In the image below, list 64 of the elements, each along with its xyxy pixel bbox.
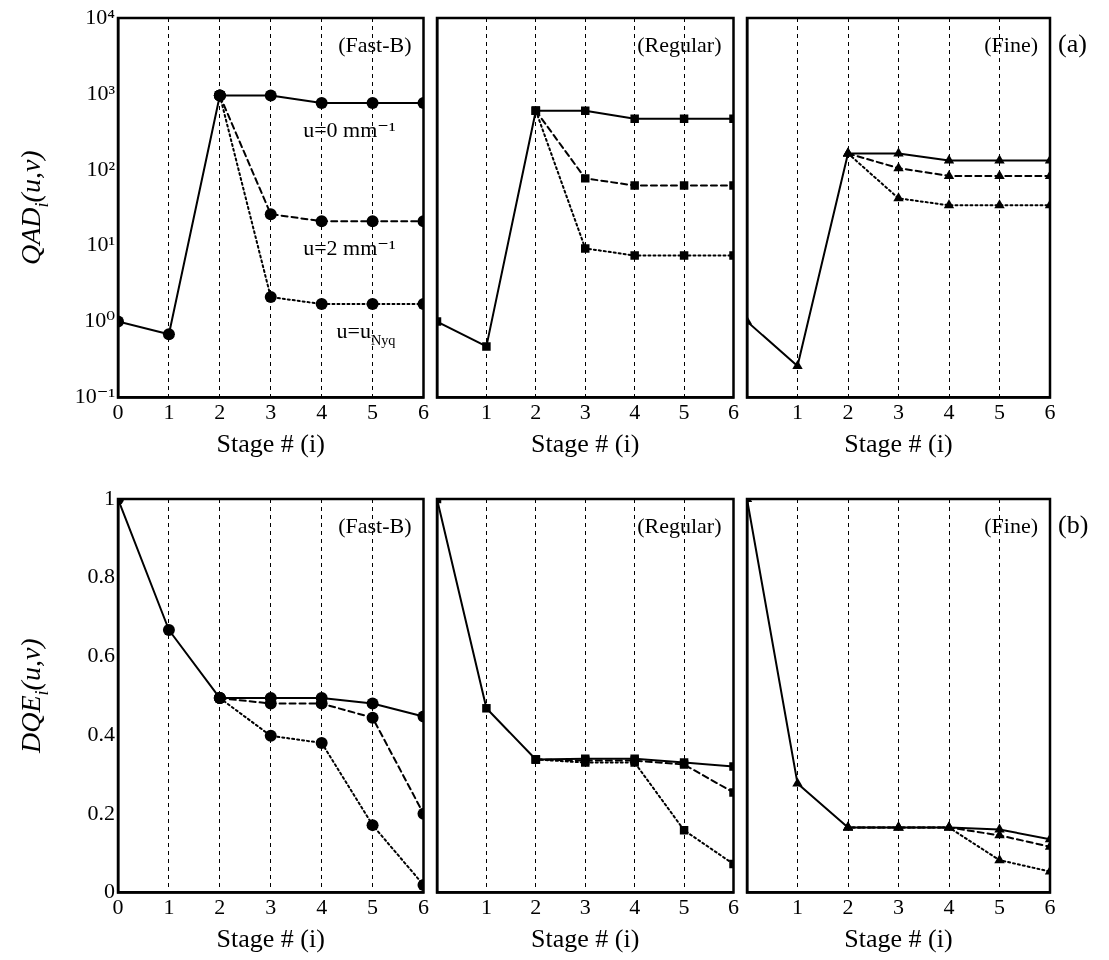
x-tick-label: 6 bbox=[728, 399, 739, 425]
annotation: (Fast-B) bbox=[338, 513, 412, 538]
x-tick-label: 5 bbox=[994, 399, 1005, 425]
x-tick-label: 2 bbox=[842, 894, 854, 920]
x-tick-label: 5 bbox=[367, 894, 379, 920]
y-axis-title: QADi(u,v) bbox=[15, 150, 53, 266]
x-tick-label: 5 bbox=[678, 399, 690, 425]
x-tick-label: 1 bbox=[792, 894, 803, 920]
y-tick-label: 10³ bbox=[86, 79, 116, 105]
x-tick-label: 4 bbox=[629, 399, 641, 425]
x-tick-label: 4 bbox=[943, 399, 955, 425]
y-tick-label: 10² bbox=[86, 155, 116, 181]
x-tick-label: 4 bbox=[629, 894, 641, 920]
x-tick-label: 1 bbox=[792, 399, 803, 425]
x-tick-label: 5 bbox=[367, 399, 379, 425]
x-tick-label: 3 bbox=[265, 399, 277, 425]
x-tick-label: 5 bbox=[994, 894, 1005, 920]
annotation: (Regular) bbox=[637, 32, 722, 57]
y-tick-label: 1 bbox=[104, 484, 115, 510]
x-axis-title: Stage # (i) bbox=[216, 924, 325, 954]
x-tick-label: 3 bbox=[893, 894, 904, 920]
x-tick-label: 6 bbox=[1044, 894, 1056, 920]
series-label: u=2 mm⁻¹ bbox=[303, 235, 396, 261]
x-tick-label: 4 bbox=[943, 894, 955, 920]
x-tick-label: 1 bbox=[480, 894, 492, 920]
x-tick-label: 4 bbox=[316, 894, 328, 920]
x-tick-label: 6 bbox=[1044, 399, 1056, 425]
text: (a) bbox=[1058, 29, 1087, 58]
y-axis-title: DQEi(u,v) bbox=[15, 638, 53, 755]
x-axis-title: Stage # (i) bbox=[531, 429, 640, 459]
y-tick-label: 0.2 bbox=[87, 799, 115, 825]
y-tick-label: 10¹ bbox=[86, 231, 115, 257]
x-tick-label: 6 bbox=[418, 399, 429, 425]
text: (b) bbox=[1058, 510, 1089, 539]
x-tick-label: 3 bbox=[893, 399, 904, 425]
x-tick-label: 5 bbox=[678, 894, 690, 920]
annotation: (Regular) bbox=[637, 513, 722, 538]
x-tick-label: 2 bbox=[214, 399, 226, 425]
x-tick-label: 1 bbox=[163, 894, 175, 920]
y-tick-label: 0.6 bbox=[87, 642, 115, 668]
x-axis-title: Stage # (i) bbox=[216, 429, 325, 459]
x-tick-label: 6 bbox=[728, 894, 739, 920]
x-tick-label: 1 bbox=[163, 399, 175, 425]
x-tick-label: 3 bbox=[265, 894, 277, 920]
y-tick-label: 0.4 bbox=[87, 720, 115, 746]
x-axis-title: Stage # (i) bbox=[844, 924, 953, 954]
y-tick-label: 10⁴ bbox=[85, 3, 116, 29]
x-tick-label: 2 bbox=[530, 399, 542, 425]
x-tick-label: 1 bbox=[480, 399, 492, 425]
y-tick-label: 10⁰ bbox=[84, 307, 116, 333]
x-tick-label: 2 bbox=[214, 894, 226, 920]
x-tick-label: 2 bbox=[842, 399, 854, 425]
series-label: u=0 mm⁻¹ bbox=[303, 116, 396, 142]
x-axis-title: Stage # (i) bbox=[531, 924, 640, 954]
x-tick-label: 3 bbox=[579, 399, 591, 425]
annotation: (Fine) bbox=[984, 32, 1038, 57]
x-tick-label: 2 bbox=[530, 894, 542, 920]
x-tick-label: 4 bbox=[316, 399, 328, 425]
x-axis-title: Stage # (i) bbox=[844, 429, 953, 459]
annotation: (Fast-B) bbox=[338, 32, 412, 57]
x-tick-label: 3 bbox=[579, 894, 591, 920]
x-tick-label: 6 bbox=[418, 894, 429, 920]
annotation: (Fine) bbox=[984, 513, 1038, 538]
y-tick-label: 0.8 bbox=[87, 563, 115, 589]
